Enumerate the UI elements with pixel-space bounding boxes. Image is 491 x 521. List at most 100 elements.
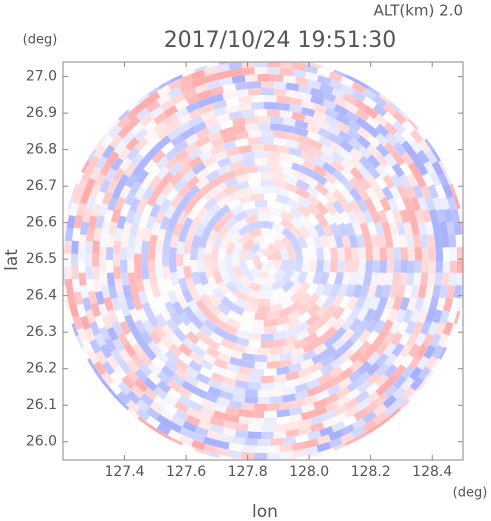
radar-cell (312, 406, 328, 418)
radar-cell (187, 205, 201, 221)
radar-cell (324, 304, 338, 319)
radar-cell (174, 106, 190, 120)
radar-cell (442, 184, 454, 200)
radar-cell (382, 174, 396, 190)
radar-cell (206, 378, 222, 390)
radar-cell (354, 398, 370, 413)
radar-cell (106, 178, 119, 194)
radar-cell (321, 417, 337, 429)
radar-cell (340, 84, 356, 97)
radar-cell (443, 335, 453, 349)
radar-cell (195, 176, 210, 190)
radar-cell (103, 296, 114, 311)
radar-cell (168, 259, 177, 273)
radar-cell (85, 308, 96, 324)
radar-cell (205, 161, 221, 174)
radar-cell (289, 270, 301, 285)
radar-cell (98, 201, 109, 217)
radar-cell (330, 356, 346, 370)
radar-cell (138, 362, 153, 377)
radar-cell (71, 183, 79, 197)
radar-cell (317, 380, 333, 393)
radar-cell (133, 377, 148, 393)
radar-cell (197, 419, 212, 431)
x-tick-label: 127.6 (166, 464, 206, 480)
radar-cell (260, 424, 274, 433)
radar-cell (198, 149, 214, 162)
radar-cell (349, 147, 364, 162)
radar-cell (278, 443, 294, 453)
radar-cell (195, 380, 211, 393)
radar-cell (371, 307, 384, 323)
radar-cell (212, 287, 226, 302)
radar-cell (205, 169, 221, 183)
radar-cell (207, 276, 219, 291)
radar-cell (348, 318, 363, 333)
radar-cell (366, 154, 381, 169)
radar-cell (432, 309, 443, 325)
radar-cell (190, 439, 206, 451)
radar-cell (333, 96, 349, 109)
radar-cell (227, 190, 242, 202)
radar-cell (282, 457, 297, 460)
radar-cell (134, 185, 147, 201)
radar-cell (216, 311, 231, 325)
radar-cell (329, 260, 338, 274)
radar-cell (409, 139, 423, 155)
radar-cell (437, 172, 450, 188)
radar-cell (154, 295, 166, 311)
radar-cell (190, 246, 199, 260)
radar-cell (339, 210, 352, 226)
radar-cell (159, 197, 172, 213)
radar-cell (304, 271, 316, 285)
radar-cell (101, 314, 114, 330)
radar-cell (202, 222, 215, 237)
radar-cell (141, 203, 154, 218)
radar-cell (244, 388, 258, 397)
radar-cell (89, 183, 101, 199)
radar-cell (230, 303, 245, 316)
radar-cell (135, 407, 151, 422)
radar-cell (392, 209, 403, 225)
radar-cell (113, 364, 127, 380)
radar-cell (444, 171, 453, 186)
radar-cell (145, 90, 161, 105)
radar-cell (125, 368, 140, 384)
radar-cell (184, 132, 200, 146)
radar-cell (294, 119, 309, 130)
y-tick-label: 26.7 (26, 178, 57, 194)
radar-cell (116, 290, 127, 305)
radar-cell (406, 173, 419, 189)
radar-cell (272, 172, 287, 182)
radar-cell (126, 106, 141, 121)
radar-cell (393, 260, 401, 274)
radar-cell (99, 233, 108, 248)
radar-cell (254, 200, 268, 208)
radar-cell (425, 149, 439, 166)
radar-cell (435, 260, 444, 274)
radar-cell (247, 339, 261, 348)
y-tick-label: 26.0 (26, 434, 57, 450)
radar-cell (301, 247, 311, 261)
radar-cell (319, 363, 335, 376)
radar-cell (178, 434, 194, 447)
radar-cell (104, 167, 117, 183)
radar-cell (421, 247, 430, 261)
radar-cell (290, 154, 306, 166)
radar-cell (374, 175, 388, 191)
radar-cell (362, 296, 374, 311)
radar-cell (275, 323, 290, 333)
radar-cell (154, 313, 168, 328)
x-tick-label: 127.8 (228, 464, 268, 480)
radar-cell (225, 253, 233, 267)
radar-cell (265, 262, 273, 271)
radar-cell (319, 271, 330, 286)
radar-cell (147, 134, 162, 149)
radar-cell (260, 431, 274, 440)
radar-cell (297, 142, 313, 154)
y-tick-label: 26.8 (26, 142, 57, 158)
radar-cell (381, 186, 394, 202)
radar-cell (285, 82, 300, 92)
radar-cell (308, 260, 317, 273)
radar-cell (167, 428, 183, 442)
